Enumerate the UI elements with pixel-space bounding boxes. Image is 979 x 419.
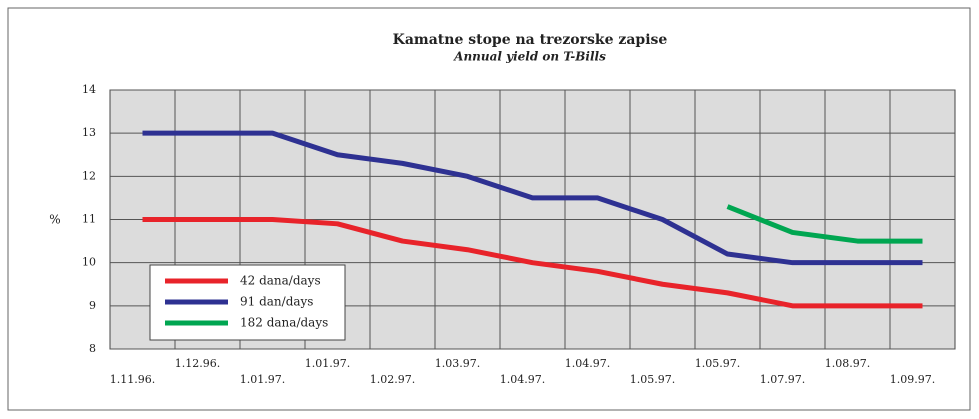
y-tick-label: 12 — [82, 169, 96, 182]
x-tick-label: 1.04.97. — [565, 357, 610, 370]
x-tick-label: 1.08.97. — [825, 357, 870, 370]
chart-subtitle: Annual yield on T-Bills — [453, 50, 606, 64]
x-tick-label: 1.04.97. — [500, 373, 545, 386]
line-series — [142, 130, 923, 266]
y-tick-label: 14 — [82, 83, 96, 96]
x-tick-label: 1.11.96. — [110, 373, 155, 386]
y-tick-label: 9 — [89, 299, 96, 312]
x-tick-label: 1.05.97. — [630, 373, 675, 386]
x-tick-label: 1.03.97. — [435, 357, 480, 370]
legend-label: 42 dana/days — [240, 274, 321, 288]
x-tick-label: 1.07.97. — [760, 373, 805, 386]
x-tick-label: 1.02.97. — [370, 373, 415, 386]
x-tick-label: 1.01.97. — [305, 357, 350, 370]
y-tick-label: 13 — [82, 126, 96, 139]
legend-label: 91 dan/days — [240, 295, 313, 309]
chart-title: Kamatne stope na trezorske zapise — [393, 32, 668, 48]
x-tick-label: 1.01.97. — [240, 373, 285, 386]
x-tick-label: 1.09.97. — [890, 373, 935, 386]
y-tick-label: 8 — [89, 342, 96, 355]
line-series — [142, 217, 923, 309]
x-tick-label: 1.05.97. — [695, 357, 740, 370]
y-tick-label: 11 — [82, 213, 96, 226]
line-series — [726, 204, 923, 244]
legend-label: 182 dana/days — [240, 316, 328, 330]
y-axis-label: % — [49, 213, 60, 227]
x-tick-label: 1.12.96. — [175, 357, 220, 370]
y-tick-label: 10 — [82, 256, 96, 269]
